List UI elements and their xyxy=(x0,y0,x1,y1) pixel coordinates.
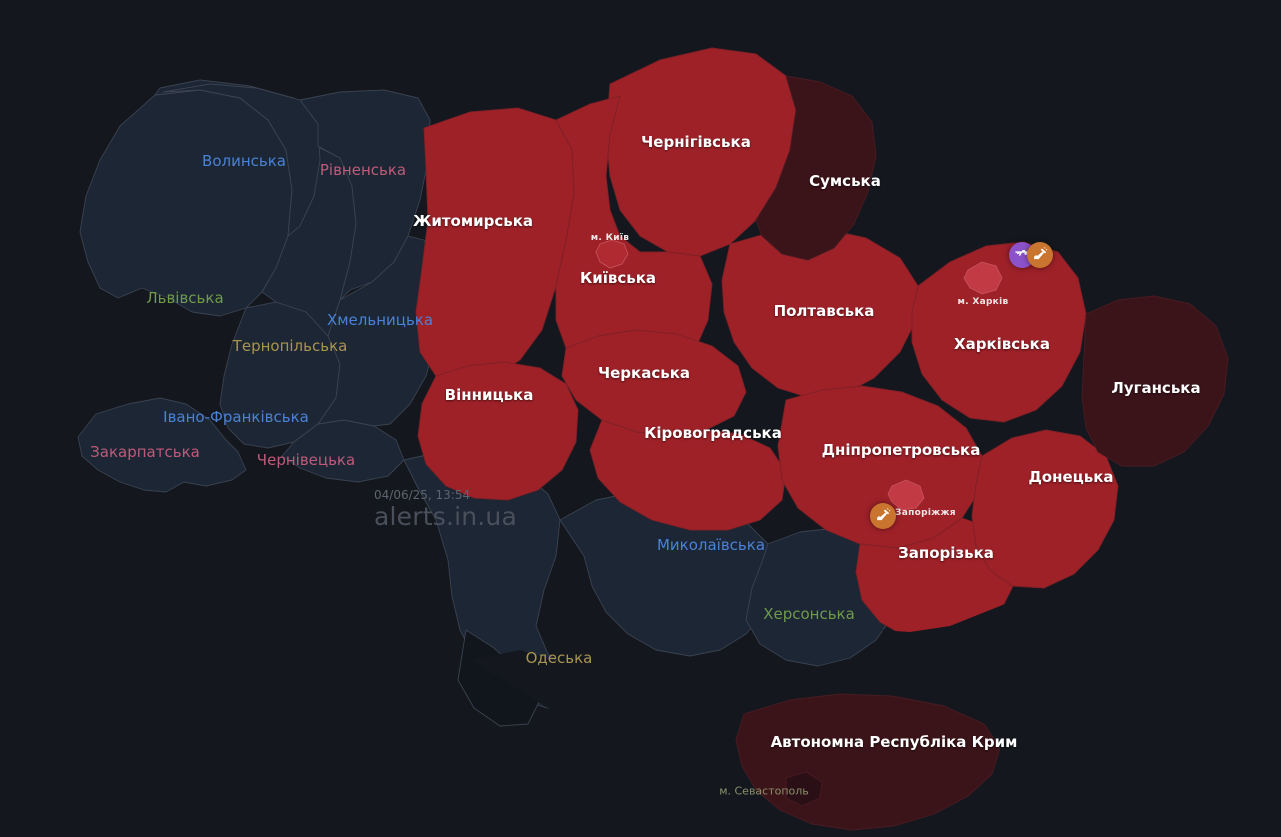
region-kharkivska[interactable] xyxy=(911,241,1087,423)
city-kyiv-shape[interactable] xyxy=(595,239,629,269)
region-cherkaska[interactable] xyxy=(561,329,747,437)
sea-cutout-1 xyxy=(470,650,740,726)
region-khmelnytska[interactable] xyxy=(317,235,441,427)
region-kyivska[interactable] xyxy=(555,95,713,387)
region-lvivska[interactable] xyxy=(79,89,293,317)
map-marker-artillery-icon[interactable] xyxy=(870,503,896,529)
city-zaporizhzhia-shape[interactable] xyxy=(887,479,925,511)
map-marker-artillery-icon[interactable] xyxy=(1027,242,1053,268)
region-sumska[interactable] xyxy=(755,75,877,261)
rifle-icon xyxy=(1014,245,1031,266)
region-zakarpatska[interactable] xyxy=(77,397,247,493)
region-kirovohradska[interactable] xyxy=(589,419,787,531)
region-donetska[interactable] xyxy=(971,429,1119,589)
region-zhytomyrska[interactable] xyxy=(415,107,575,385)
artillery-icon xyxy=(875,506,892,527)
sea-cutout-azov xyxy=(880,588,1060,646)
region-poltavska[interactable] xyxy=(721,227,919,399)
region-shapes xyxy=(77,47,1229,831)
region-vinnytska[interactable] xyxy=(417,361,579,501)
artillery-icon xyxy=(1032,245,1049,266)
region-krym[interactable] xyxy=(735,693,1001,831)
region-sevastopol-shape[interactable] xyxy=(785,771,823,807)
region-luhanska[interactable] xyxy=(1081,295,1229,467)
city-kharkiv-shape[interactable] xyxy=(963,261,1003,295)
region-volynska-body[interactable] xyxy=(162,83,321,237)
